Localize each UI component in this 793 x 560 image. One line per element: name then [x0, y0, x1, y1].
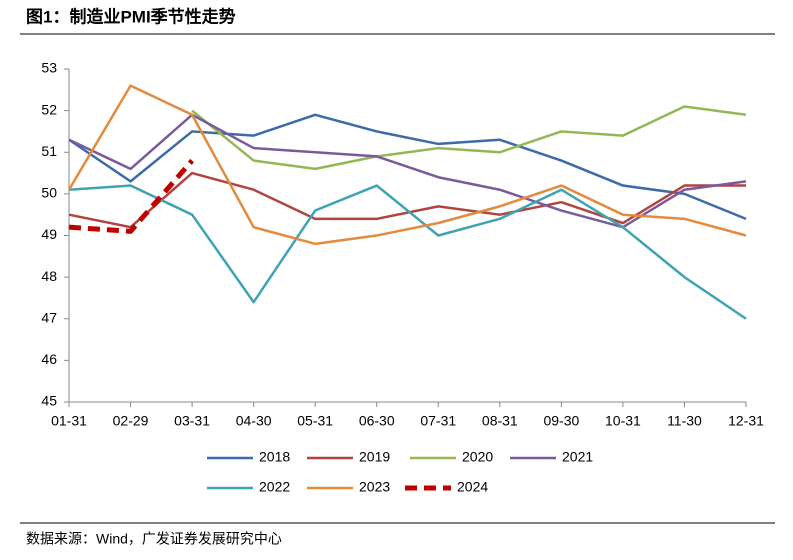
legend-label: 2021	[562, 449, 593, 465]
x-tick-label: 01-31	[51, 413, 87, 429]
x-tick-label: 06-30	[359, 413, 395, 429]
x-tick-label: 10-31	[605, 413, 641, 429]
legend-label: 2018	[259, 449, 290, 465]
x-tick-label: 07-31	[420, 413, 456, 429]
x-tick-label: 03-31	[174, 413, 210, 429]
y-tick-label: 48	[41, 268, 57, 284]
y-tick-label: 50	[41, 185, 57, 201]
x-tick-label: 08-31	[482, 413, 518, 429]
x-tick-label: 12-31	[728, 413, 764, 429]
x-tick-label: 11-30	[667, 413, 702, 429]
legend-label: 2024	[457, 479, 488, 495]
x-tick-label: 09-30	[543, 413, 579, 429]
series-line	[68, 171, 746, 229]
y-tick-label: 47	[41, 309, 57, 325]
x-tick-label: 02-29	[113, 413, 149, 429]
legend-label: 2019	[359, 449, 390, 465]
y-tick-label: 45	[41, 393, 57, 409]
series-line	[68, 113, 747, 221]
legend-label: 2023	[359, 479, 390, 495]
x-tick-label: 05-31	[297, 413, 333, 429]
y-tick-label: 49	[41, 226, 57, 242]
x-tick-label: 04-30	[236, 413, 272, 429]
chart-title: 图1：制造业PMI季节性走势	[26, 6, 236, 26]
series-line	[67, 84, 747, 246]
legend-label: 2020	[462, 449, 493, 465]
series-line	[68, 184, 747, 320]
series-line	[191, 105, 747, 171]
legend-label: 2022	[259, 479, 290, 495]
y-tick-label: 51	[41, 143, 57, 159]
series-line	[68, 158, 194, 234]
y-tick-label: 53	[41, 60, 57, 76]
y-tick-label: 52	[41, 101, 57, 117]
source: 数据来源：Wind，广发证券发展研究中心	[26, 531, 282, 547]
series-line	[68, 113, 747, 229]
y-tick-label: 46	[41, 351, 57, 367]
